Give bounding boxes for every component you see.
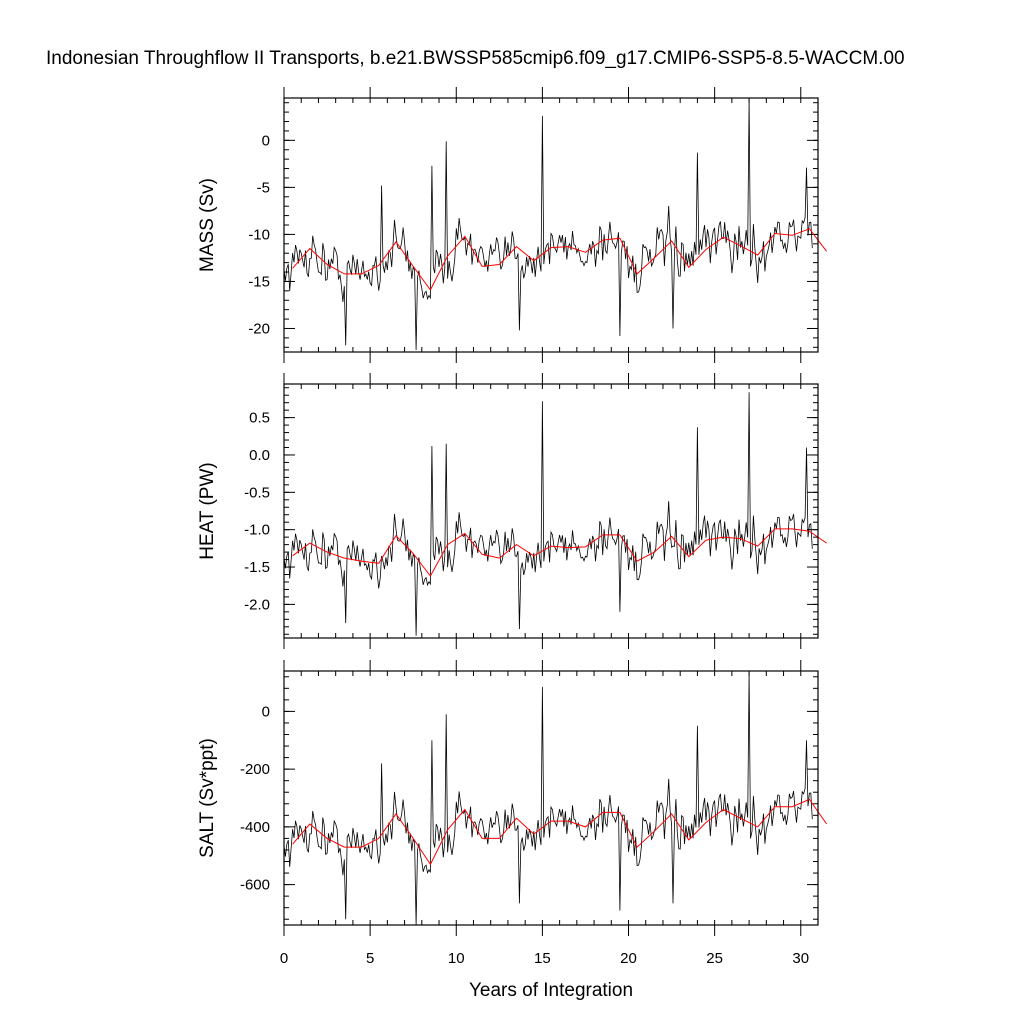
x-tick-label: 30 bbox=[792, 950, 809, 967]
y-tick-label: -200 bbox=[240, 761, 270, 778]
salt-ylabel: SALT (Sv*ppt) bbox=[197, 738, 218, 858]
x-tick-label: 15 bbox=[534, 950, 551, 967]
x-tick-label: 25 bbox=[706, 950, 723, 967]
heat-ylabel: HEAT (PW) bbox=[197, 462, 218, 559]
x-tick-label: 5 bbox=[366, 950, 374, 967]
y-tick-label: -400 bbox=[240, 819, 270, 836]
heat-annual-line bbox=[292, 528, 827, 577]
x-tick-label: 0 bbox=[280, 950, 288, 967]
mass-panel-frame bbox=[283, 97, 819, 353]
salt-annual-line bbox=[292, 798, 828, 866]
x-tick-label: 10 bbox=[448, 950, 465, 967]
heat-panel-frame bbox=[283, 383, 819, 639]
mass-monthly-line bbox=[283, 98, 813, 351]
y-tick-label: -20 bbox=[248, 320, 270, 337]
y-tick-label: -0.5 bbox=[244, 484, 270, 501]
y-tick-label: -10 bbox=[248, 226, 270, 243]
y-tick-label: -1.5 bbox=[244, 559, 270, 576]
y-tick-label: -1.0 bbox=[244, 522, 270, 539]
y-tick-label: -15 bbox=[248, 273, 270, 290]
x-tick-label: 20 bbox=[620, 950, 637, 967]
y-tick-label: -600 bbox=[240, 877, 270, 894]
mass-annual-line bbox=[292, 228, 827, 291]
heat-monthly-line bbox=[283, 392, 813, 636]
y-tick-label: 0.5 bbox=[249, 410, 270, 427]
salt-monthly-line bbox=[283, 672, 813, 926]
y-tick-label: 0 bbox=[262, 703, 270, 720]
y-tick-label: 0.0 bbox=[249, 447, 270, 464]
mass-ylabel: MASS (Sv) bbox=[197, 178, 218, 272]
chart-title: Indonesian Throughflow II Transports, b.… bbox=[46, 48, 905, 69]
y-tick-label: 0 bbox=[262, 132, 270, 149]
x-axis-title: Years of Integration bbox=[469, 980, 633, 1001]
y-tick-label: -5 bbox=[257, 179, 270, 196]
y-tick-label: -2.0 bbox=[244, 596, 270, 613]
salt-panel-frame bbox=[283, 670, 819, 926]
